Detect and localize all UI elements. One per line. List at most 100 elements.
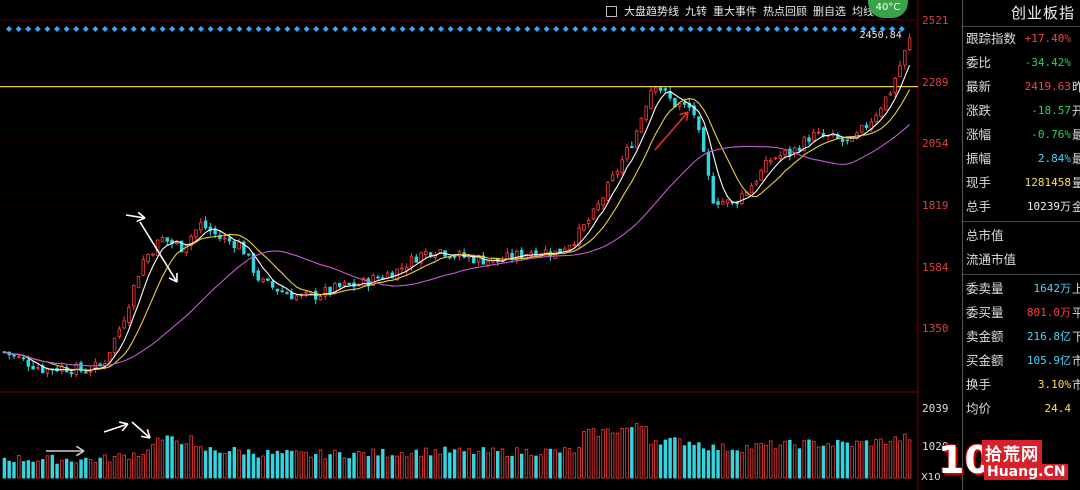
candle-body	[812, 132, 816, 141]
candle-body	[764, 160, 768, 173]
volume-bar	[222, 452, 227, 479]
volume-bar	[64, 458, 69, 479]
candle-body	[783, 150, 787, 156]
candle-body	[644, 106, 648, 121]
volume-bar	[256, 457, 260, 479]
quote-panel: 创业板指 跟踪指数 +17.40% 委比 -34.42% 最新 2419.63 昨涨跌 -18…	[962, 0, 1080, 490]
volume-bar	[855, 440, 859, 479]
quote-label: 涨幅	[966, 127, 992, 142]
price-tick-label: 1819	[922, 199, 949, 212]
toolbar-item[interactable]: 九转	[685, 5, 707, 18]
ma10-line	[4, 89, 911, 371]
checkbox-icon[interactable]	[606, 6, 617, 17]
volume-bar	[98, 457, 102, 479]
volume-bar	[2, 457, 7, 479]
volume-bar	[213, 450, 217, 479]
candle-body	[591, 208, 596, 220]
event-marker-icon	[130, 26, 137, 32]
candle-body	[438, 248, 442, 253]
kline-chart[interactable]: 2450.84	[0, 0, 920, 490]
candle-body	[12, 354, 16, 357]
volume-bar	[275, 450, 280, 479]
volume-bar	[424, 447, 428, 479]
volume-bar	[725, 451, 730, 479]
candle-body	[903, 49, 907, 66]
volume-bar	[280, 453, 284, 479]
volume-bar	[270, 453, 275, 479]
volume-bar	[893, 436, 897, 479]
volume-bar	[797, 448, 802, 479]
volume-bar	[290, 450, 294, 479]
volume-bar	[510, 455, 514, 479]
quote-row: 委比 -34.42%	[963, 51, 1080, 75]
event-marker-icon	[246, 26, 252, 32]
volume-bar	[606, 428, 610, 479]
toolbar-item[interactable]: 热点回顾	[763, 5, 807, 18]
volume-bar	[184, 443, 189, 479]
volume-bar	[615, 432, 620, 479]
event-marker-icon	[543, 26, 550, 32]
volume-unit-label: X10	[921, 472, 941, 483]
event-marker-icon	[284, 26, 291, 32]
high-price-marker: 2450.84	[860, 30, 902, 41]
candle-body	[270, 281, 275, 288]
volume-bar	[472, 453, 476, 479]
candle-body	[246, 253, 251, 256]
volume-bar	[409, 453, 414, 479]
candle-body	[285, 292, 289, 295]
volume-bar	[50, 454, 55, 479]
quote-row: 振幅 2.84% 最	[963, 147, 1080, 171]
candle-body	[160, 236, 165, 243]
event-marker-icon	[226, 26, 233, 32]
candle-body	[706, 151, 711, 176]
candle-body	[419, 252, 423, 264]
annotation-arrow-head	[136, 211, 146, 223]
event-marker-icon	[447, 26, 454, 32]
volume-bar	[170, 436, 174, 479]
event-marker-icon	[82, 26, 89, 32]
event-marker-icon	[342, 26, 348, 32]
event-marker-icon	[294, 26, 300, 32]
volume-bar	[610, 432, 615, 479]
chart-toolbar: 大盘趋势线九转重大事件热点回顾删自选均线富	[606, 3, 892, 19]
volume-bar	[328, 454, 332, 479]
temperature-badge[interactable]: 40°C	[868, 0, 908, 18]
toolbar-item[interactable]: 删自选	[813, 5, 846, 18]
volume-bar	[845, 442, 850, 479]
ma30-line	[4, 124, 910, 367]
site-watermark-logo: 10 拾荒网 Huang.CN	[938, 438, 1080, 490]
volume-bar	[179, 444, 184, 479]
volume-bar	[711, 444, 715, 479]
candle-body	[21, 357, 26, 360]
quote-value: 2.84%	[1037, 152, 1071, 165]
toolbar-item[interactable]: 大盘趋势线	[624, 5, 679, 18]
candle-body	[69, 371, 74, 375]
volume-bar	[649, 443, 653, 479]
candle-body	[136, 276, 141, 288]
volume-bar	[366, 456, 371, 479]
quote-row: 卖金额 216.8亿下	[963, 325, 1080, 349]
volume-bar	[127, 459, 131, 479]
volume-bar	[457, 447, 462, 479]
event-marker-icon	[582, 26, 588, 32]
volume-bar	[807, 439, 811, 479]
candle-body	[735, 202, 739, 205]
candle-body	[88, 370, 93, 373]
annotation-arrow	[139, 221, 178, 283]
quote-label: 买金额	[966, 353, 1004, 368]
quote-label: 换手	[966, 377, 992, 392]
toolbar-item[interactable]: 重大事件	[713, 5, 757, 18]
event-marker-icon	[169, 26, 176, 32]
annotation-arrow	[103, 423, 129, 433]
volume-bar	[155, 437, 160, 479]
volume-bar	[17, 455, 21, 479]
event-marker-icon	[15, 26, 22, 32]
event-marker-icon	[726, 26, 732, 32]
volume-bar	[251, 453, 256, 479]
volume-bar	[21, 461, 26, 479]
event-marker-icon	[764, 26, 771, 32]
candle-body	[175, 242, 179, 245]
quote-row: 总手 10239万金	[963, 195, 1080, 219]
annotation-arrow	[654, 111, 689, 151]
candle-body	[888, 92, 893, 96]
